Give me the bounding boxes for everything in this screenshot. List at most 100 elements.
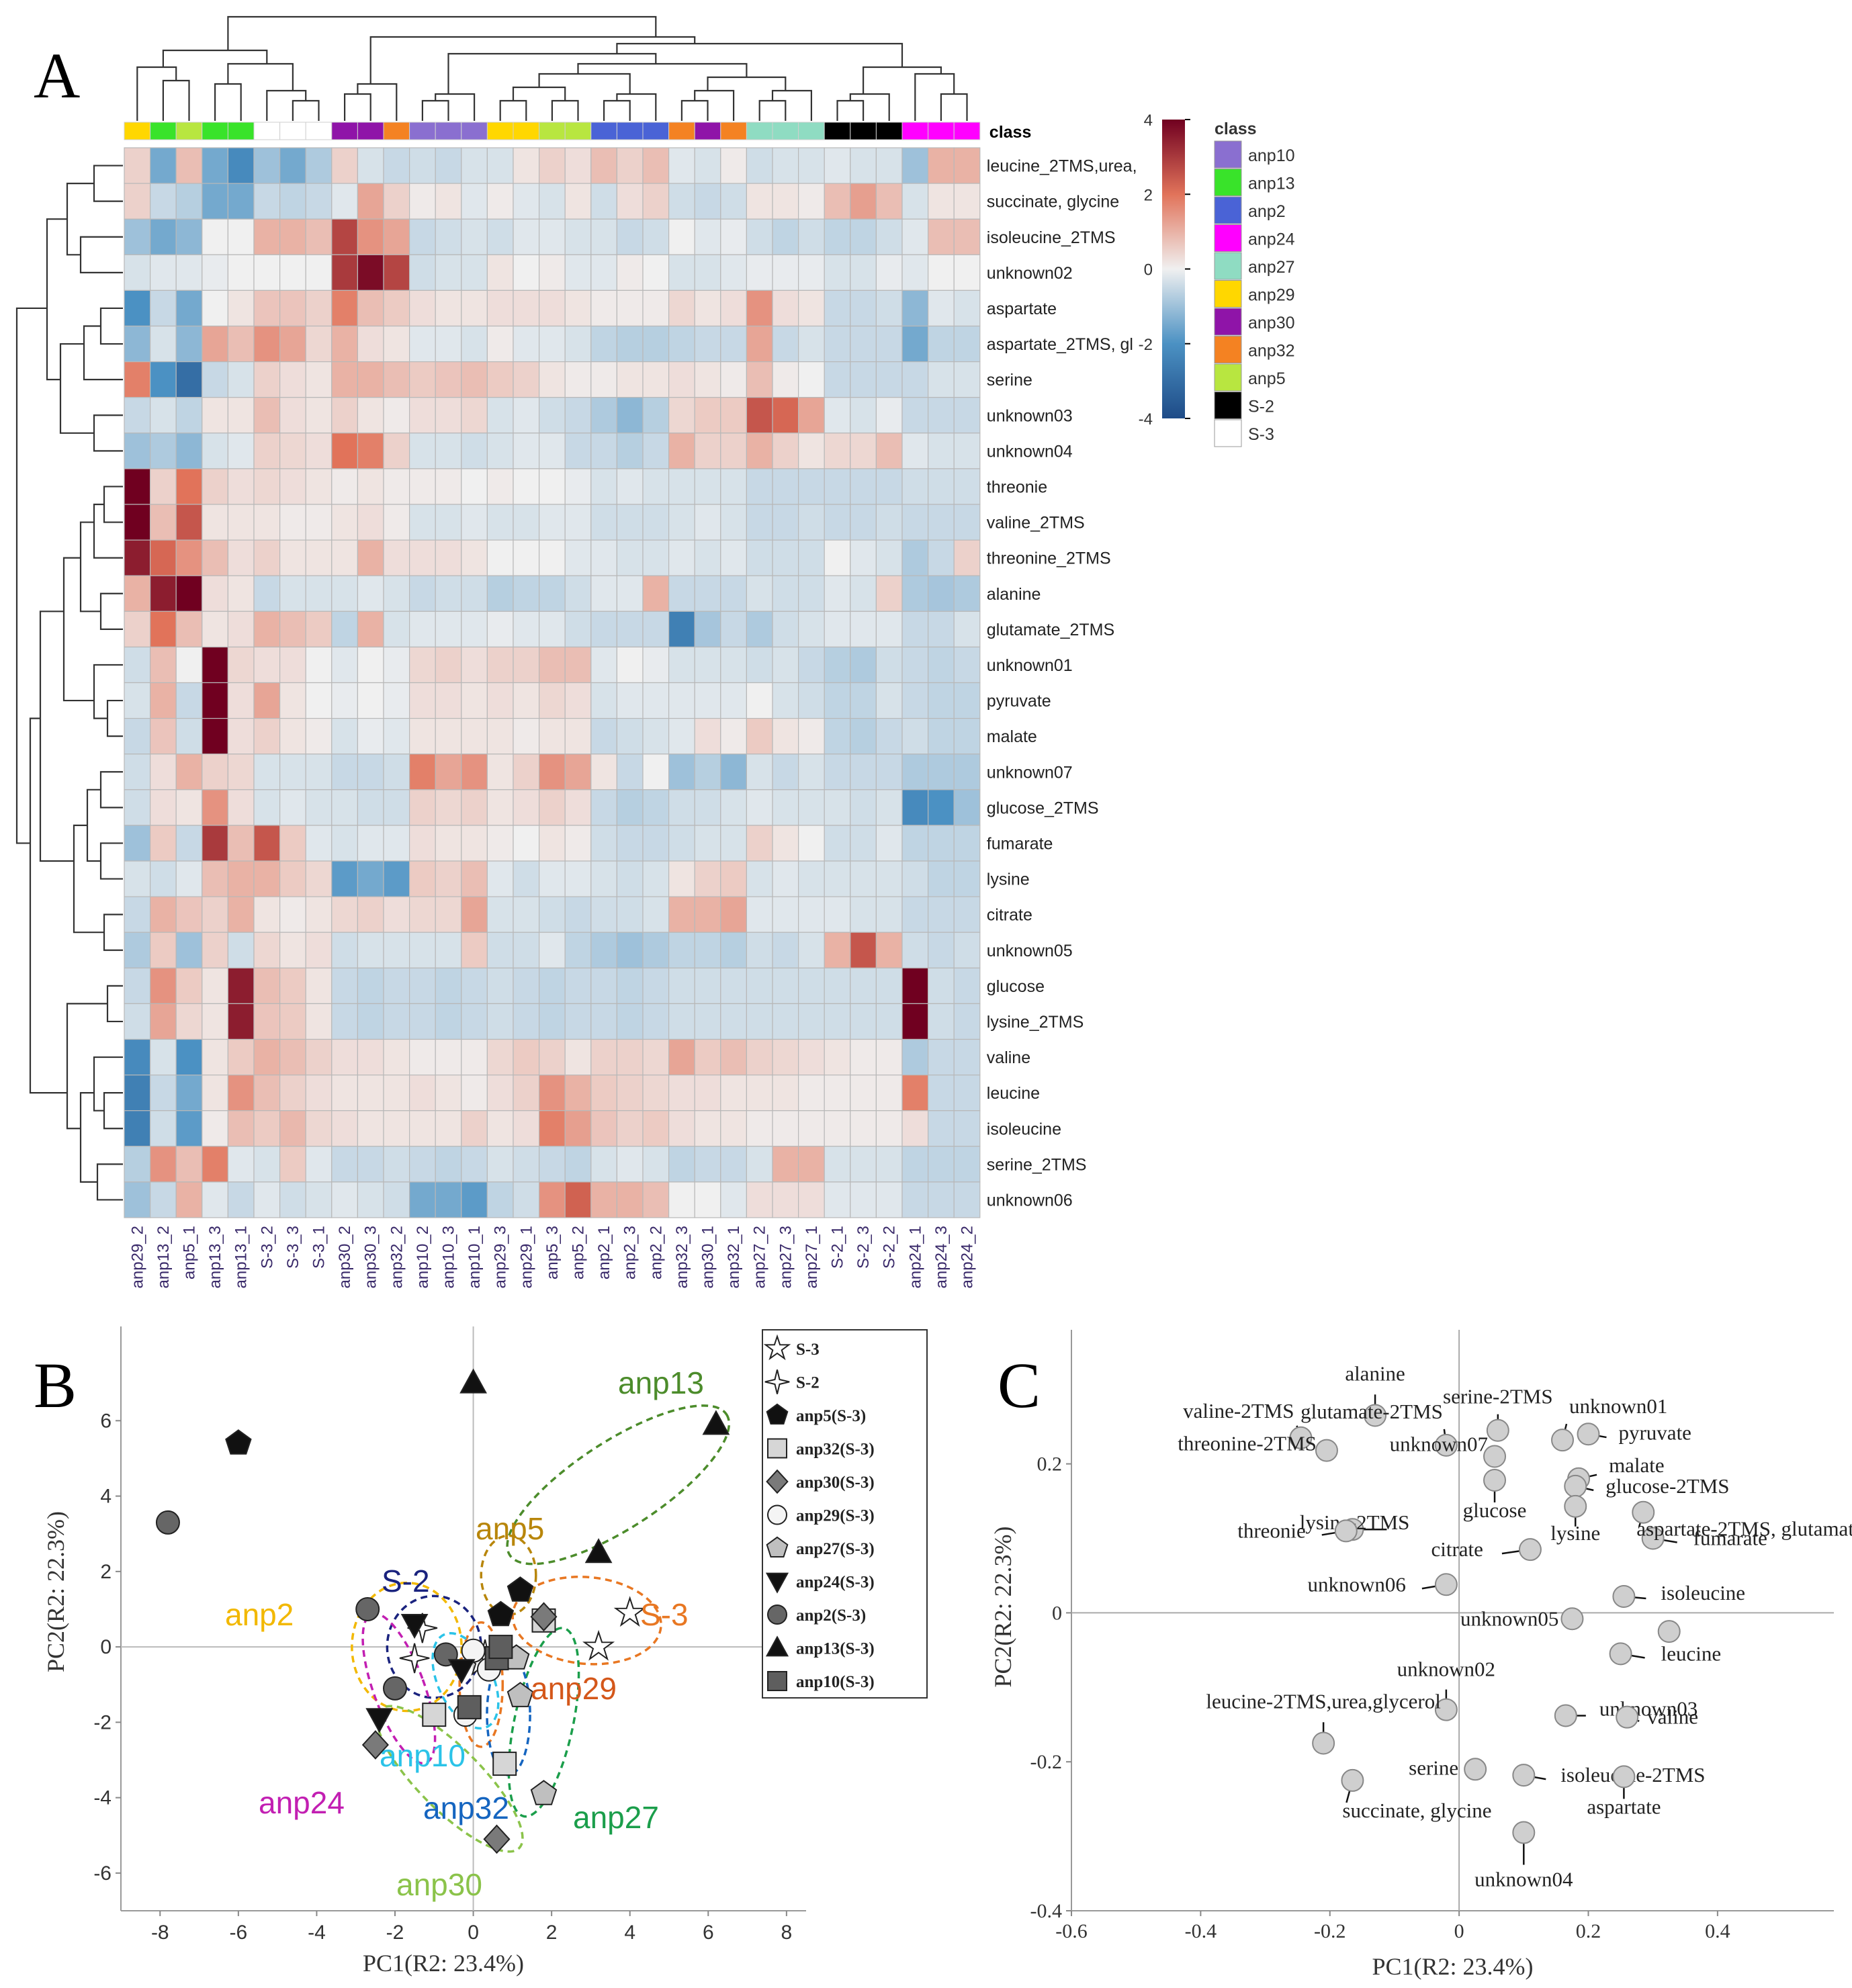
heatmap-column-label: anp24_1	[906, 1226, 924, 1288]
heatmap-cell	[824, 896, 851, 933]
heatmap-cell	[564, 147, 592, 184]
heatmap-cell	[564, 504, 592, 541]
heatmap-cell	[538, 289, 566, 327]
heatmap-cell	[538, 611, 566, 647]
heatmap-cell	[202, 539, 228, 576]
legend-label: anp10	[1248, 146, 1295, 165]
class-bar-cell	[383, 122, 410, 140]
heatmap-cell	[746, 825, 773, 862]
heatmap-cell	[720, 1181, 748, 1218]
heatmap-cell	[408, 789, 436, 826]
heatmap-cell	[746, 717, 773, 755]
heatmap-cell	[175, 682, 203, 719]
heatmap-cell	[279, 254, 306, 291]
heatmap-cell	[227, 325, 255, 363]
heatmap-cell	[538, 254, 566, 291]
heatmap-cell	[435, 289, 462, 327]
heatmap-cell	[875, 218, 903, 255]
heatmap-cell	[772, 504, 799, 541]
heatmap-cell	[642, 1146, 670, 1183]
loading-point	[1641, 1527, 1665, 1550]
heatmap-cell	[953, 1003, 981, 1040]
heatmap-column-label: S-2_1	[829, 1226, 847, 1269]
heatmap-cell	[850, 539, 877, 576]
heatmap-cell	[513, 539, 540, 576]
heatmap-cell	[383, 611, 410, 647]
loading-point-label: malate	[1609, 1453, 1665, 1477]
heatmap-cell	[513, 433, 540, 469]
heatmap-cell	[538, 1181, 566, 1218]
heatmap-cell	[590, 1110, 617, 1147]
heatmap-cell	[797, 397, 825, 434]
heatmap-column-label: anp27_3	[777, 1226, 795, 1288]
heatmap-cell	[253, 289, 281, 327]
heatmap-cell	[616, 325, 644, 363]
heatmap-cell	[357, 218, 384, 255]
heatmap-cell	[383, 183, 410, 220]
heatmap-cell	[383, 896, 410, 933]
row-dendrogram-branch	[106, 985, 123, 1023]
loading-point-label: unknown07	[1390, 1433, 1488, 1456]
column-dendrogram-branch	[849, 93, 890, 121]
heatmap-cell	[927, 611, 955, 647]
heatmap-cell	[720, 504, 748, 541]
loading-point	[1612, 1765, 1636, 1789]
heatmap-cell	[694, 575, 721, 612]
heatmap-cell	[901, 932, 929, 968]
heatmap-cell	[772, 361, 799, 398]
heatmap-cell	[590, 147, 617, 184]
heatmap-cell	[331, 611, 358, 647]
heatmap-cell	[227, 860, 255, 897]
y-tick-label: -6	[93, 1862, 112, 1885]
legend-label: anp29(S-3)	[796, 1507, 875, 1525]
class-bar-cell	[175, 122, 203, 140]
legend-marker	[765, 1572, 789, 1594]
heatmap-column-label: anp5_3	[543, 1226, 562, 1279]
heatmap-cell	[305, 896, 333, 933]
heatmap-cell	[668, 254, 695, 291]
heatmap-cell	[927, 789, 955, 826]
y-tick-label: 6	[100, 1410, 112, 1432]
heatmap-cell	[590, 218, 617, 255]
loading-point	[1564, 1494, 1587, 1518]
heatmap-cell	[953, 754, 981, 790]
loading-point-label: unknown01	[1569, 1394, 1667, 1418]
heatmap-cell	[383, 682, 410, 719]
heatmap-cell	[850, 1181, 877, 1218]
heatmap-cell	[901, 611, 929, 647]
data-point	[461, 1638, 486, 1663]
heatmap-column-label: anp27_2	[751, 1226, 769, 1288]
heatmap-cell	[408, 361, 436, 398]
heatmap-cell	[202, 468, 228, 505]
heatmap-cell	[538, 433, 566, 469]
heatmap-cell	[850, 397, 877, 434]
heatmap-cell	[927, 1181, 955, 1218]
data-point	[488, 1635, 513, 1660]
heatmap-cell	[486, 646, 514, 684]
heatmap-cell	[590, 397, 617, 434]
heatmap-cell	[901, 717, 929, 755]
heatmap-cell	[590, 825, 617, 862]
heatmap-cell	[746, 254, 773, 291]
column-dendrogram-branch	[447, 52, 657, 94]
heatmap-row-label: valine_2TMS	[987, 514, 1085, 533]
group-annotation: anp29	[531, 1671, 617, 1706]
heatmap-cell	[124, 468, 151, 505]
heatmap-cell	[953, 611, 981, 647]
heatmap-cell	[797, 433, 825, 469]
heatmap-cell	[564, 539, 592, 576]
heatmap-cell	[797, 254, 825, 291]
heatmap-row-label: unknown03	[987, 406, 1073, 425]
y-tick-label: 0.2	[1037, 1453, 1063, 1476]
heatmap-cell	[124, 967, 151, 1005]
heatmap-cell	[150, 754, 177, 790]
heatmap-cell	[850, 1038, 877, 1076]
heatmap-cell	[124, 218, 151, 255]
data-point	[613, 1596, 646, 1627]
heatmap-cell	[331, 682, 358, 719]
heatmap-cell	[590, 468, 617, 505]
group-annotation: anp10	[380, 1738, 466, 1773]
heatmap-cell	[461, 147, 488, 184]
heatmap-cell	[668, 1074, 695, 1112]
heatmap-cell	[850, 717, 877, 755]
